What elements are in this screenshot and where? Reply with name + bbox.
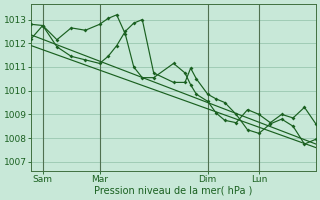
X-axis label: Pression niveau de la mer( hPa ): Pression niveau de la mer( hPa ) — [94, 186, 253, 196]
